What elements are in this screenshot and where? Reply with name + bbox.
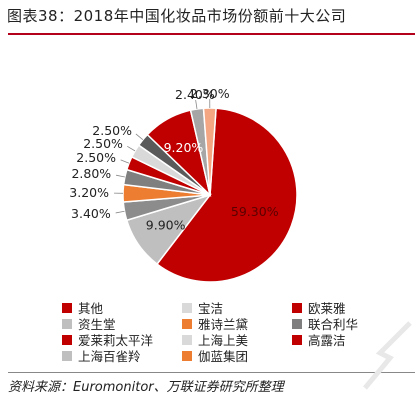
legend-swatch	[62, 334, 72, 345]
leader-line	[135, 133, 144, 141]
chart-title: 图表38：2018年中国化妆品市场份额前十大公司	[7, 7, 347, 25]
slice-value-label: 9.90%	[146, 218, 186, 233]
legend-label: 爱莱莉太平洋	[78, 333, 154, 348]
leader-line	[115, 210, 125, 214]
legend-label: 联合利华	[308, 317, 359, 332]
slice-value-label: 2.50%	[92, 123, 132, 138]
slice-value-label: 3.20%	[69, 185, 109, 200]
legend-swatch	[182, 350, 192, 361]
legend-swatch	[182, 334, 192, 345]
leader-line	[115, 174, 125, 178]
legend-label: 上海百雀羚	[78, 349, 141, 364]
slice-value-label: 2.80%	[71, 166, 111, 181]
legend-item: 资生堂	[62, 314, 116, 333]
legend-swatch	[292, 318, 302, 329]
legend-label: 伽蓝集团	[198, 349, 249, 364]
legend-item: 高露洁	[292, 330, 346, 349]
legend-label: 宝洁	[198, 301, 224, 316]
slice-value-label: 3.40%	[71, 206, 111, 221]
legend-swatch	[182, 318, 192, 329]
legend-item: 欧莱雅	[292, 298, 346, 317]
legend-label: 欧莱雅	[308, 301, 346, 316]
title-divider	[8, 33, 415, 35]
legend-item: 雅诗兰黛	[182, 314, 248, 333]
slice-value-label: 2.40%	[175, 87, 215, 102]
legend-item: 宝洁	[182, 298, 223, 317]
legend-label: 上海上美	[198, 333, 249, 348]
legend-swatch	[292, 302, 302, 313]
leader-line	[127, 145, 136, 152]
legend-label: 高露洁	[308, 333, 346, 348]
legend-item: 上海百雀羚	[62, 346, 141, 365]
legend-swatch	[62, 350, 72, 361]
legend-label: 资生堂	[78, 317, 116, 332]
slice-value-label: 9.20%	[164, 140, 204, 155]
pie-slice	[156, 107, 298, 283]
legend-swatch	[292, 334, 302, 345]
legend-item: 伽蓝集团	[182, 346, 248, 365]
source-divider	[8, 372, 415, 373]
source-note: 资料来源：Euromonitor、万联证券研究所整理	[8, 380, 284, 395]
legend-label: 其他	[78, 301, 104, 316]
legend-label: 雅诗兰黛	[198, 317, 249, 332]
pie-chart: 59.30%9.90%3.40%3.20%2.80%2.50%2.50%2.50…	[69, 86, 298, 283]
legend-swatch	[182, 302, 192, 313]
slice-value-label: 2.50%	[76, 150, 116, 165]
slice-value-label: 59.30%	[231, 204, 279, 219]
leader-line	[195, 100, 198, 110]
slice-value-label: 2.30%	[190, 86, 230, 101]
legend-item: 其他	[62, 298, 103, 317]
watermark-mark	[363, 321, 412, 390]
legend-item: 上海上美	[182, 330, 248, 349]
leader-line	[120, 159, 130, 164]
legend-swatch	[62, 318, 72, 329]
legend-item: 爱莱莉太平洋	[62, 330, 153, 349]
legend-item: 联合利华	[292, 314, 358, 333]
legend-swatch	[62, 302, 72, 313]
slice-value-label: 2.50%	[83, 136, 123, 151]
